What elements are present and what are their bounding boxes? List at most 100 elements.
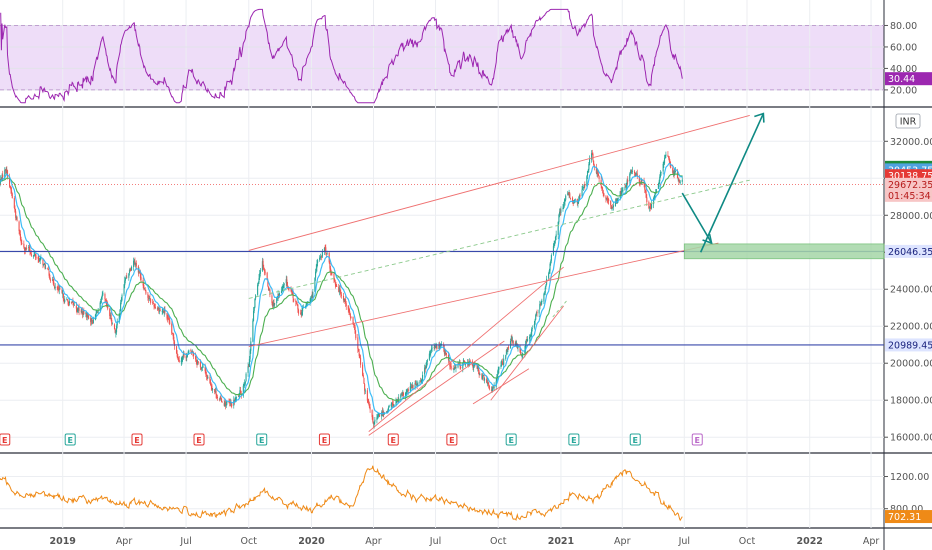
candle [411,384,413,389]
candle [248,363,250,368]
candle-body [68,301,71,304]
candle-body [614,202,617,207]
candle-body [529,334,531,338]
candle-body [677,178,679,180]
candle-body [173,336,175,342]
candle-body [171,323,173,334]
candle-body [188,350,190,353]
candle [500,361,502,370]
candle-body [118,313,120,323]
candle [210,382,212,391]
candle-body [448,360,450,362]
candle-body [548,270,550,273]
candle-body [325,247,327,254]
candle [10,185,12,194]
candle [350,316,352,319]
candle [450,363,452,371]
candle [154,303,156,310]
candle [23,246,26,255]
candle-body [259,270,261,274]
candle-body [428,353,430,360]
candle-body [611,207,613,210]
candle [533,320,535,330]
candle-body [388,405,390,408]
candle [596,168,598,177]
candle-body [568,193,570,196]
candle-body [21,243,23,244]
price-tag-4: 01:45:34 [885,188,932,202]
candle [277,290,279,301]
candle [281,285,283,292]
candle-body [501,360,503,365]
price-tag-bg [885,510,932,524]
candle-body [263,269,266,272]
candle [43,263,45,267]
moving-average-fast [0,162,683,415]
time-tick-label: Oct [739,536,756,547]
rsi-tick-label: 20.00 [890,85,917,96]
candle-body [409,386,411,391]
candle [283,282,285,289]
candle [119,308,121,317]
candle [333,271,335,283]
earnings-label: E [632,436,637,445]
candle-body [66,299,69,301]
candle-body [218,398,221,400]
candle [415,380,417,386]
candle-body [82,311,84,315]
candle-body [243,384,245,386]
candle-body [646,197,648,202]
price-tag-bg [885,188,932,202]
candle [606,197,608,201]
candle [175,345,178,354]
candle-body [307,301,309,303]
candle [301,307,303,317]
candle [658,179,660,187]
candle-body [319,257,321,259]
candle-body [87,315,89,317]
candle-body [338,288,340,293]
candle [19,230,21,241]
covid-channel-upper [368,266,564,432]
candle-body [587,170,589,171]
candle-body [626,180,628,187]
candle-body [486,382,488,383]
candle-body [58,288,60,291]
candle-body [524,350,526,354]
candle-body [101,294,103,298]
candle [257,281,259,287]
candle [216,394,218,401]
candle [567,192,569,196]
candle [595,163,597,175]
candle [419,380,421,385]
candle [88,314,90,320]
candle-body [469,361,471,364]
candle [123,284,125,297]
candle [211,383,213,391]
candle-body [254,298,256,308]
candle [425,362,427,370]
candle-body [111,320,113,325]
candle-body [657,184,659,189]
candle [195,356,197,365]
candle [401,391,403,398]
candle [535,311,537,317]
candle [220,397,223,403]
candle [400,393,402,400]
candle [319,253,321,261]
candle [28,245,30,252]
candle [121,293,123,302]
candle-body [161,311,163,312]
candle-body [247,366,249,373]
candle-body [391,402,393,405]
candle [71,301,73,305]
candle [587,168,589,173]
candle [244,379,246,389]
candle [679,179,681,185]
candle-body [357,337,359,349]
candle-body [430,348,432,352]
candle-body [43,263,45,265]
candle [66,298,69,302]
candle-body [396,400,398,402]
candle-body [355,334,357,339]
